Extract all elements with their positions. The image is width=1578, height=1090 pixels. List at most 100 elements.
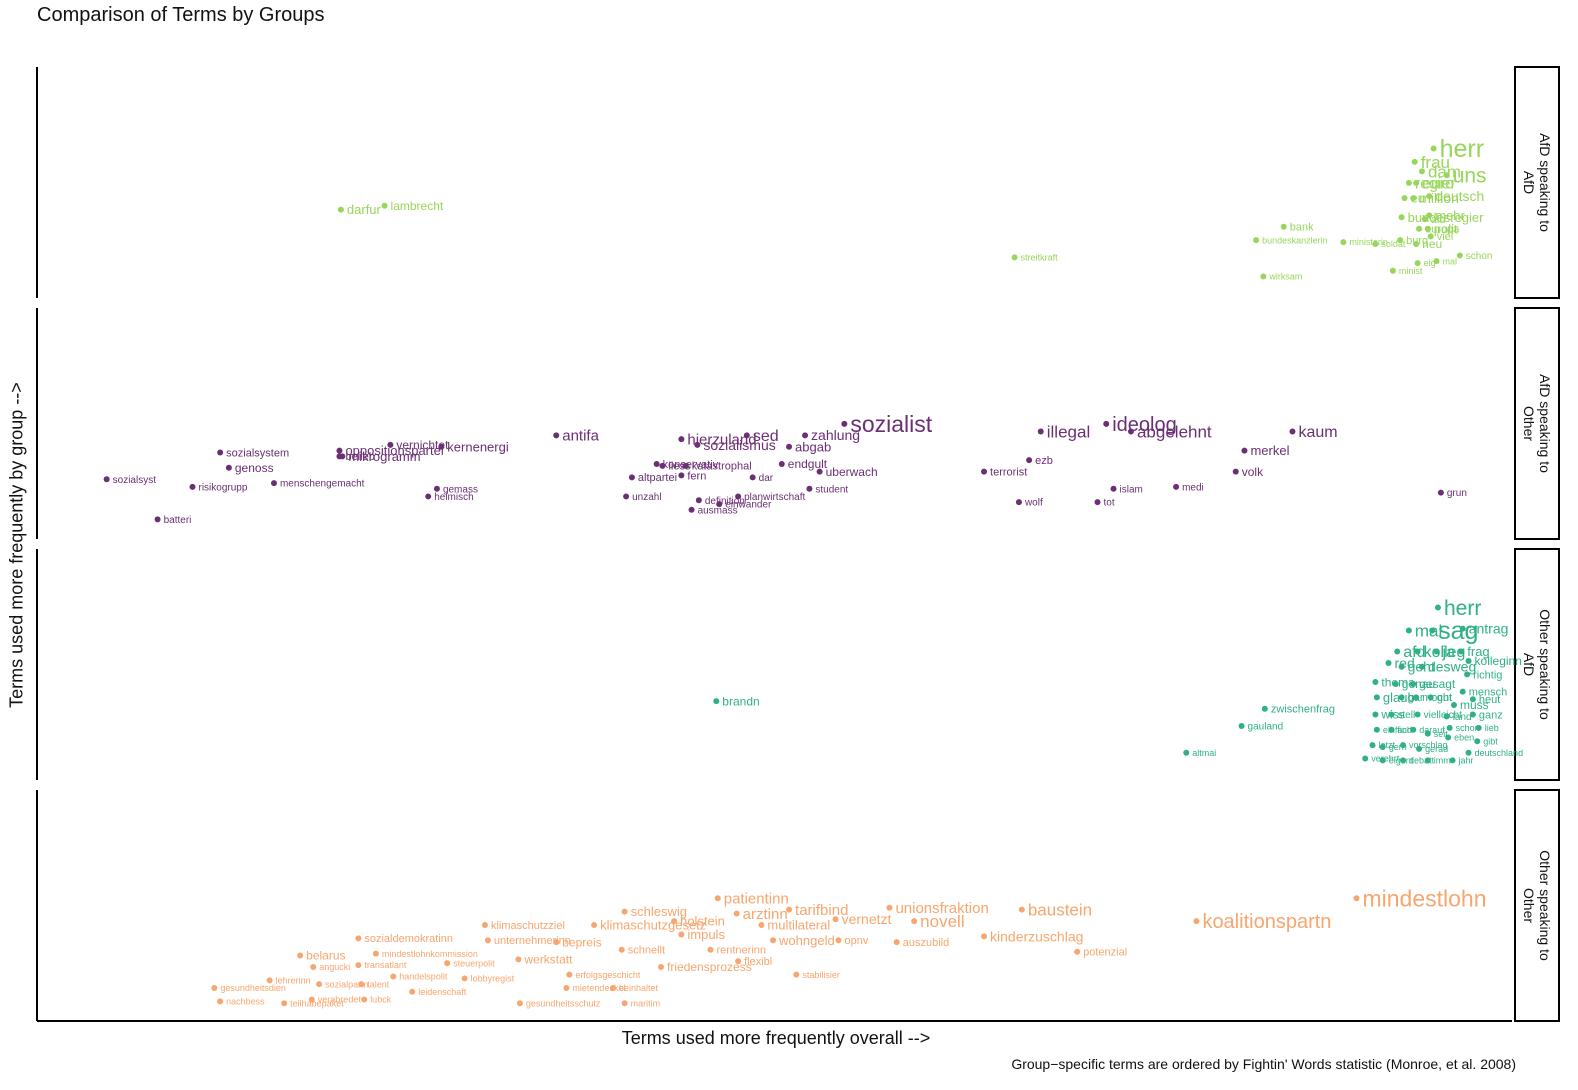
term-point <box>1127 428 1134 435</box>
term-point <box>355 962 362 969</box>
term-label: leidenschaft <box>418 987 467 997</box>
term-point <box>682 462 689 469</box>
term-point <box>786 906 793 913</box>
term-point <box>1410 680 1417 687</box>
term-point <box>217 998 224 1005</box>
term-point <box>1410 726 1417 733</box>
term-point <box>981 933 988 940</box>
term-label: endgult <box>788 457 828 471</box>
term-point <box>793 971 800 978</box>
term-label: frag <box>1467 644 1489 659</box>
term-label: richtig <box>1473 669 1502 681</box>
term-label: einfach <box>1383 725 1412 735</box>
facet-strip <box>1514 307 1560 540</box>
term-label: altpartei <box>638 472 677 484</box>
term-label: muss <box>1460 698 1489 712</box>
term-point <box>1429 627 1436 634</box>
term-label: heut <box>1479 694 1500 706</box>
term-point <box>336 453 343 460</box>
term-label: handelspolit <box>399 972 448 982</box>
term-label: erfolgsgeschicht <box>575 970 641 980</box>
term-point <box>1413 179 1420 186</box>
term-label: zwischenfrag <box>1271 704 1335 716</box>
term-label: altmai <box>1192 748 1216 758</box>
term-point <box>1459 688 1466 695</box>
facet-label: Other speaking toOther <box>1521 850 1553 961</box>
term-label: deutsch <box>1435 188 1484 204</box>
term-label: batteri <box>164 515 192 526</box>
term-label: find <box>1397 725 1412 735</box>
term-label: ministerin <box>1349 237 1388 247</box>
term-point <box>217 449 224 456</box>
term-label: kaum <box>1298 424 1337 441</box>
term-label: euro <box>1422 175 1454 192</box>
term-label: planwirtschaft <box>744 492 805 503</box>
term-label: opnv <box>845 935 869 947</box>
term-point <box>1434 604 1441 611</box>
term-label: holstein <box>680 914 725 929</box>
term-point <box>714 895 721 902</box>
term-label: schleswig <box>631 904 687 919</box>
term-point <box>1388 726 1395 733</box>
term-point <box>1015 499 1022 506</box>
term-point <box>481 921 488 928</box>
term-point <box>553 432 560 439</box>
term-point <box>886 904 893 911</box>
term-label: vielleicht <box>1424 710 1463 721</box>
term-label: klimaschutzgesetz <box>600 918 706 933</box>
term-point <box>678 931 685 938</box>
term-point <box>1372 240 1379 247</box>
term-label: auszubild <box>903 937 949 949</box>
term-point <box>1253 237 1260 244</box>
term-point <box>1465 749 1472 756</box>
term-label: islam <box>1120 484 1143 495</box>
term-label: novell <box>920 912 964 931</box>
term-label: gesundheitsdien <box>220 983 286 993</box>
term-point <box>621 1000 628 1007</box>
term-label: terrorist <box>990 466 1027 478</box>
term-label: ezb <box>1035 455 1053 467</box>
term-label: werkstatt <box>523 953 573 967</box>
term-label: sozialdemokratinn <box>364 933 453 945</box>
term-label: kolleg <box>1424 644 1466 661</box>
term-point <box>659 462 666 469</box>
term-label: maritim <box>631 998 661 1008</box>
term-point <box>1421 216 1428 223</box>
term-point <box>1464 671 1471 678</box>
term-label: ausmass <box>698 505 738 516</box>
term-label: unionsfraktion <box>895 900 988 917</box>
term-point <box>1026 457 1033 464</box>
term-label: stabilisier <box>802 970 840 980</box>
term-label: nachbess <box>226 997 265 1007</box>
term-point <box>1443 713 1450 720</box>
term-point <box>1416 225 1423 232</box>
term-label: unternehmerinn <box>494 935 571 947</box>
term-label: klimaschutzziel <box>491 920 565 932</box>
term-label: ja <box>1442 644 1456 661</box>
term-label: angucki <box>319 962 350 972</box>
term-point <box>658 963 665 970</box>
facet-label: AfD speaking toAfD <box>1521 133 1553 232</box>
term-label: dar <box>759 473 774 484</box>
term-point <box>1469 696 1476 703</box>
term-label: darfur <box>347 202 382 217</box>
panel: Other speaking toOther mindestlohn koaliti… <box>211 789 1560 1022</box>
term-label: mal <box>1443 256 1458 266</box>
term-point <box>433 485 440 492</box>
term-point <box>671 918 678 925</box>
term-label: impuls <box>687 927 725 942</box>
term-point <box>553 939 560 946</box>
term-point <box>1401 195 1408 202</box>
term-label: gut <box>1437 692 1452 704</box>
term-point <box>1238 722 1245 729</box>
term-point <box>1385 659 1392 666</box>
term-label: konservativ <box>663 459 719 471</box>
term-point <box>1459 625 1466 632</box>
term-point <box>623 493 630 500</box>
term-label: desweg <box>1428 659 1476 675</box>
term-point <box>1392 680 1399 687</box>
term-label: eig <box>1424 258 1436 268</box>
term-point <box>1173 483 1180 490</box>
term-label: sozialsyst <box>113 475 157 486</box>
term-label: lobbyregist <box>471 974 515 984</box>
